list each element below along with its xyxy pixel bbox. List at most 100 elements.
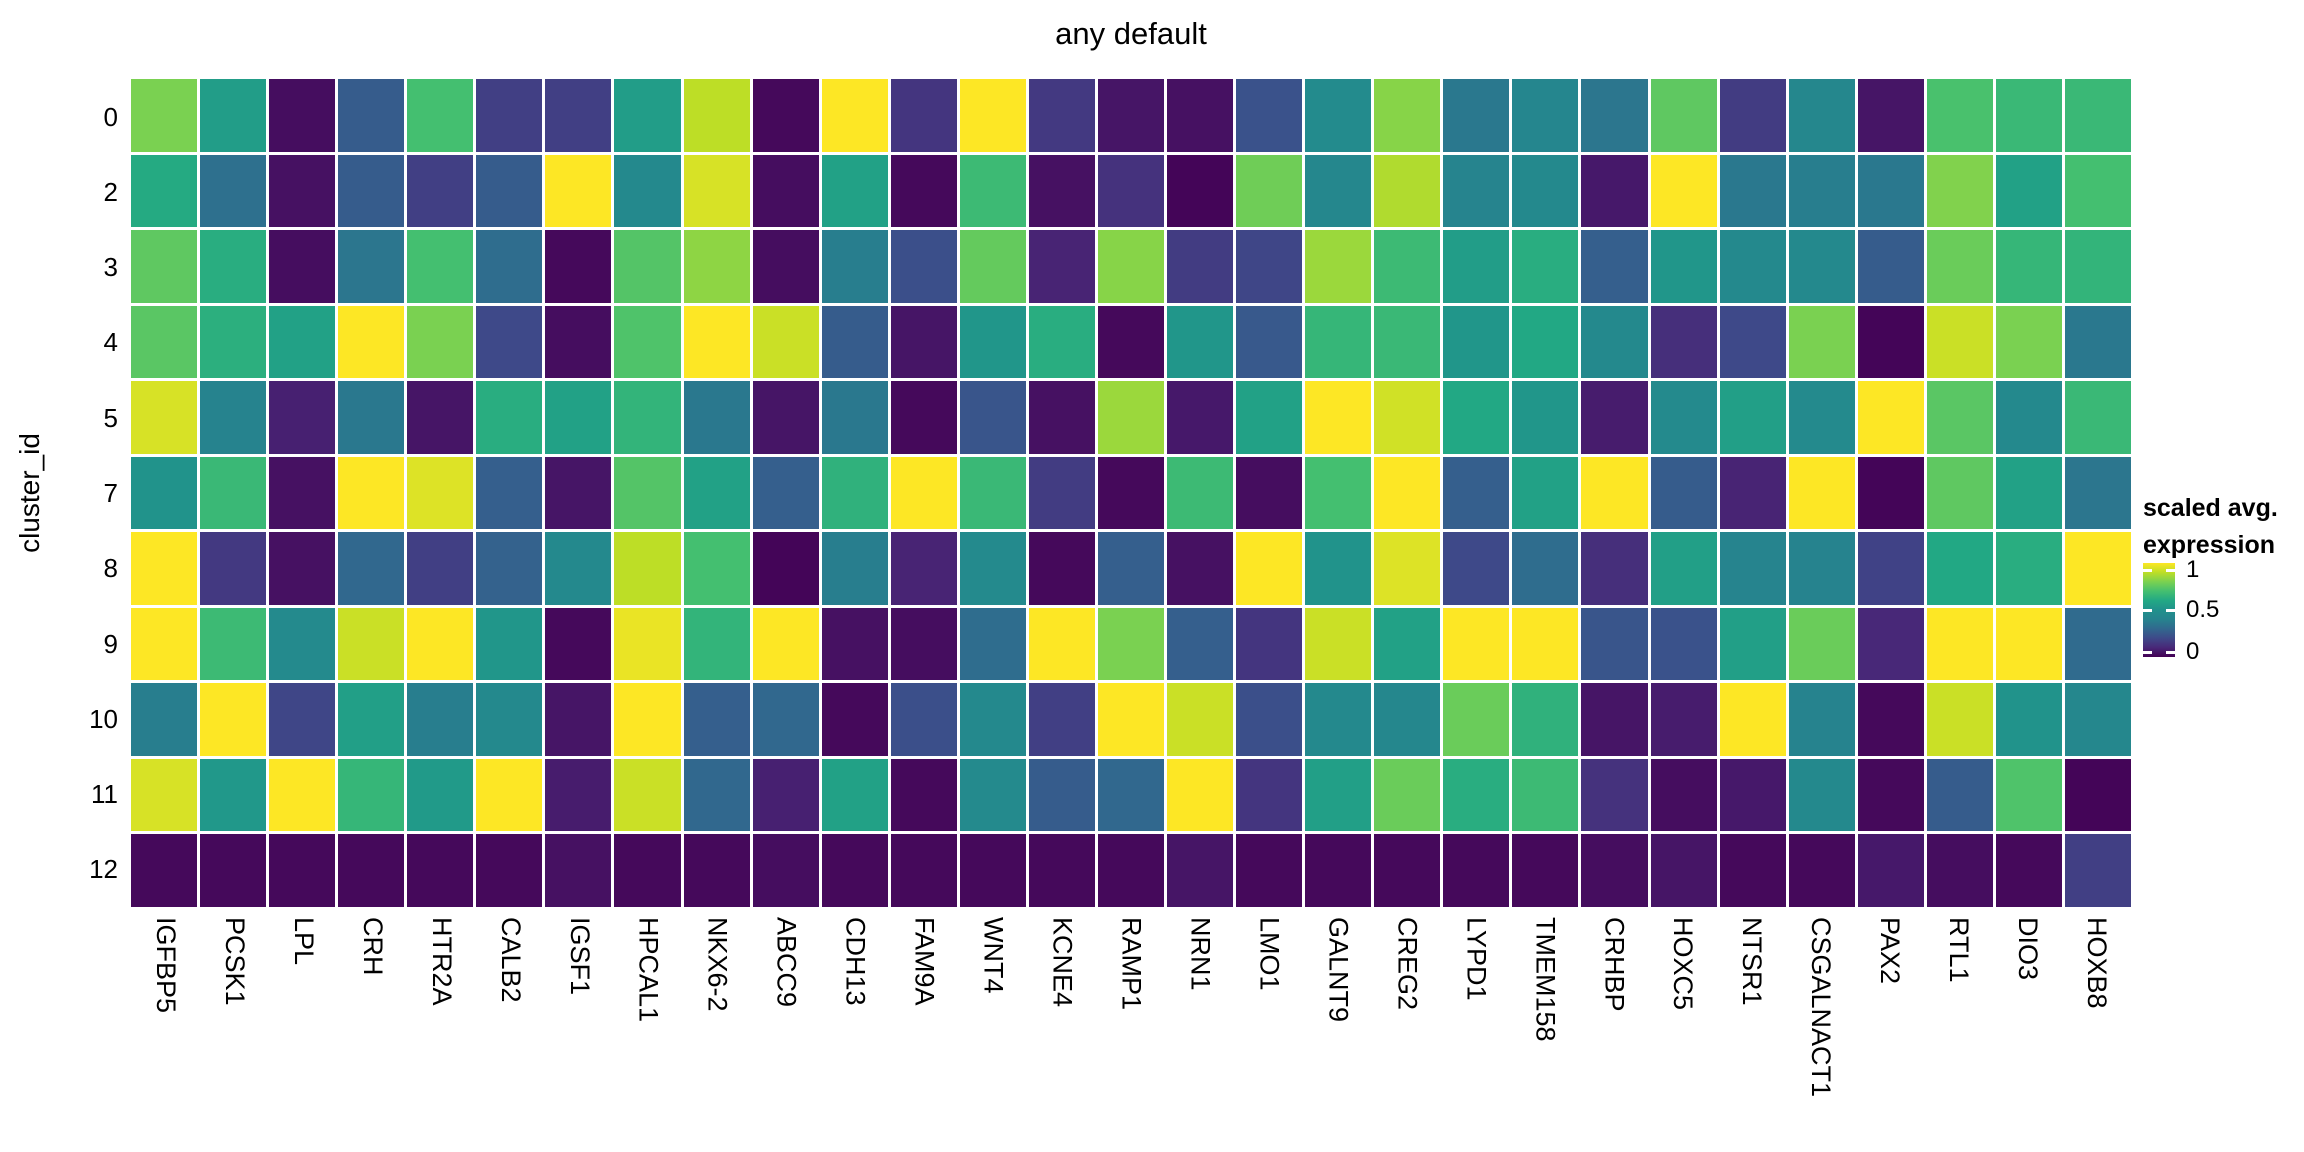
heatmap-cell xyxy=(269,154,336,228)
heatmap-cell xyxy=(683,758,750,832)
heatmap-cell xyxy=(131,607,198,681)
heatmap-cell xyxy=(1028,381,1095,454)
x-tick-label: HPCAL1 xyxy=(633,917,664,1023)
heatmap-cell xyxy=(1097,834,1165,907)
heatmap-cell xyxy=(1650,230,1717,303)
heatmap-cell xyxy=(200,607,267,681)
legend-tick-dash xyxy=(2166,569,2175,572)
heatmap-cell xyxy=(1305,456,1372,530)
heatmap-cell xyxy=(1374,79,1441,152)
heatmap-cell xyxy=(1788,532,1855,605)
x-tick-label: TMEM158 xyxy=(1530,917,1561,1042)
y-tick-label: 5 xyxy=(103,402,118,433)
heatmap-cell xyxy=(1926,154,1993,228)
heatmap-cell xyxy=(2064,758,2131,832)
heatmap-cell xyxy=(1857,834,1924,907)
heatmap-cell xyxy=(683,456,750,530)
heatmap-cell xyxy=(1788,154,1855,228)
heatmap-cell xyxy=(1581,758,1648,832)
heatmap-cell xyxy=(1650,305,1717,379)
heatmap-cell xyxy=(890,230,957,303)
x-tick-label: GALNT9 xyxy=(1323,917,1354,1023)
heatmap-cell xyxy=(614,305,681,379)
y-tick-label: 3 xyxy=(103,252,118,283)
heatmap-cell xyxy=(1167,305,1234,379)
heatmap-cell xyxy=(1719,79,1786,152)
heatmap-cell xyxy=(545,607,612,681)
heatmap-cell xyxy=(1719,683,1786,756)
heatmap-cell xyxy=(1926,456,1993,530)
heatmap-cell xyxy=(1926,381,1993,454)
heatmap-cell xyxy=(959,532,1026,605)
heatmap-cell xyxy=(1788,456,1855,530)
heatmap-cell xyxy=(545,834,612,907)
heatmap-cell xyxy=(131,532,198,605)
heatmap-cell xyxy=(1236,456,1303,530)
heatmap-cell xyxy=(1097,305,1165,379)
heatmap-cell xyxy=(476,154,543,228)
heatmap-cell xyxy=(1374,834,1441,907)
heatmap-cell xyxy=(1719,154,1786,228)
heatmap-cell xyxy=(1236,79,1303,152)
heatmap-cell xyxy=(1167,834,1234,907)
heatmap-cell xyxy=(545,305,612,379)
heatmap-cell xyxy=(683,305,750,379)
heatmap-cell xyxy=(1857,305,1924,379)
heatmap-cell xyxy=(1097,607,1165,681)
heatmap-cell xyxy=(1236,683,1303,756)
heatmap-cell xyxy=(1028,154,1095,228)
heatmap-cell xyxy=(269,607,336,681)
heatmap-cell xyxy=(407,834,474,907)
heatmap-cell xyxy=(1028,683,1095,756)
x-tick-label: PCSK1 xyxy=(219,917,250,1006)
heatmap-cell xyxy=(1236,834,1303,907)
heatmap-cell xyxy=(1995,834,2062,907)
heatmap-cell xyxy=(752,834,819,907)
heatmap-cell xyxy=(1028,456,1095,530)
x-tick-label: DIO3 xyxy=(2013,917,2044,981)
heatmap-cell xyxy=(959,607,1026,681)
heatmap-cell xyxy=(1512,79,1579,152)
heatmap-cell xyxy=(821,79,888,152)
heatmap-cell xyxy=(1512,154,1579,228)
heatmap-cell xyxy=(1857,154,1924,228)
heatmap-cell xyxy=(1788,381,1855,454)
heatmap-cell xyxy=(1167,607,1234,681)
heatmap-cell xyxy=(1097,456,1165,530)
heatmap-cell xyxy=(1305,381,1372,454)
heatmap-cell xyxy=(269,834,336,907)
heatmap-cell xyxy=(959,834,1026,907)
heatmap-cell xyxy=(1443,758,1510,832)
heatmap-cell xyxy=(821,154,888,228)
heatmap-cell xyxy=(614,230,681,303)
heatmap-cell xyxy=(1305,305,1372,379)
heatmap-cell xyxy=(1236,758,1303,832)
heatmap-cell xyxy=(200,154,267,228)
heatmap-cell xyxy=(338,532,405,605)
heatmap-cell xyxy=(476,607,543,681)
heatmap-cell xyxy=(1512,683,1579,756)
x-tick-label: KCNE4 xyxy=(1047,917,1078,1008)
heatmap-cell xyxy=(1857,683,1924,756)
heatmap-cell xyxy=(1995,381,2062,454)
heatmap-cell xyxy=(407,381,474,454)
heatmap-cell xyxy=(200,381,267,454)
heatmap-cell xyxy=(1581,305,1648,379)
heatmap-cell xyxy=(1443,683,1510,756)
heatmap-cell xyxy=(1995,79,2062,152)
heatmap-cell xyxy=(683,683,750,756)
heatmap-cell xyxy=(1581,834,1648,907)
heatmap-cell xyxy=(545,79,612,152)
heatmap-cell xyxy=(269,230,336,303)
heatmap-cell xyxy=(890,683,957,756)
heatmap-cell xyxy=(476,834,543,907)
heatmap-cell xyxy=(1028,607,1095,681)
heatmap-cell xyxy=(338,230,405,303)
heatmap-cell xyxy=(890,79,957,152)
heatmap-cell xyxy=(545,758,612,832)
heatmap-cell xyxy=(1097,758,1165,832)
heatmap-cell xyxy=(614,79,681,152)
heatmap-cell xyxy=(1443,834,1510,907)
heatmap-cell xyxy=(338,683,405,756)
